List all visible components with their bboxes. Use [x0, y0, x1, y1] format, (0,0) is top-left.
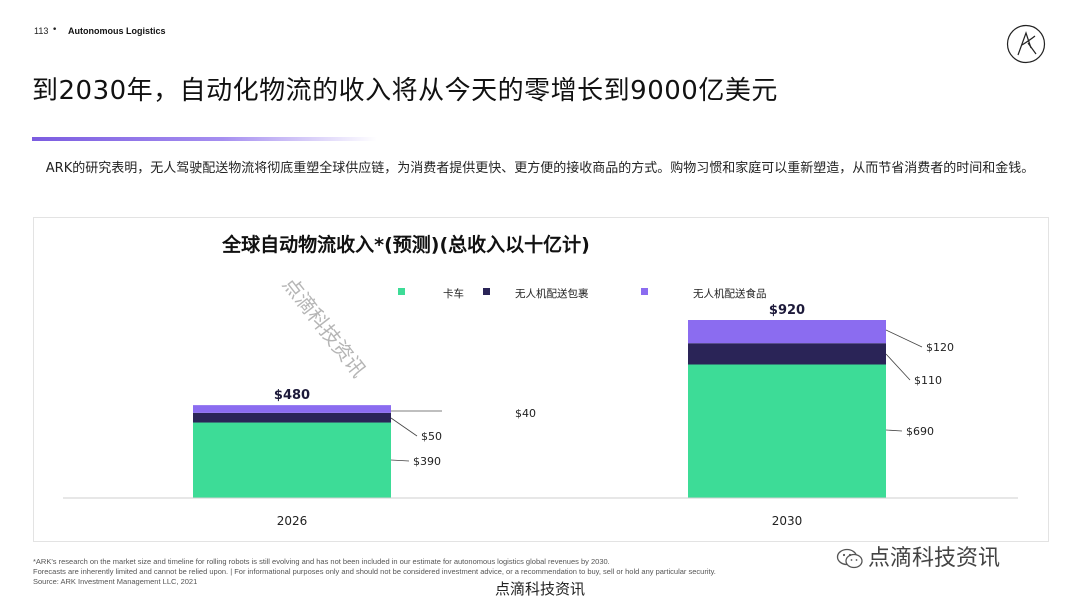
bar-2030-3 — [688, 320, 886, 344]
page-title: 到2030年，自动化物流的收入将从今天的零增长到9000亿美元 — [32, 76, 778, 106]
wechat-watermark-text: 点滴科技资讯 — [868, 546, 1001, 571]
bar-2030-2 — [688, 343, 886, 365]
data-label-2030-1: $690 — [906, 425, 934, 438]
legend-label-2: 无人机配送包裹 — [515, 287, 589, 300]
callout-line-2030-2 — [885, 353, 911, 381]
callout-line-2030-1 — [885, 429, 903, 432]
footnote-source: Source: ARK Investment Management LLC, 2… — [33, 577, 198, 586]
wechat-icon — [836, 548, 863, 569]
data-label-2030-3: $120 — [926, 341, 954, 354]
total-label-2026: $480 — [274, 388, 310, 403]
footnote-1: *ARK's research on the market size and t… — [33, 557, 610, 566]
category-label-2026: 2026 — [277, 514, 308, 528]
legend-swatch-2 — [483, 288, 490, 295]
bar-2026-3 — [193, 405, 391, 413]
chart-title: 全球自动物流收入*(预测)(总收入以十亿计) — [221, 233, 590, 256]
chart-frame — [33, 217, 1049, 542]
intro-text: ARK的研究表明，无人驾驶配送物流将彻底重塑全球供应链，为消费者提供更快、更方便… — [45, 161, 1035, 176]
wechat-watermark: 点滴科技资讯 — [836, 540, 1000, 572]
bar-2026-2 — [193, 412, 391, 423]
stacked-bar-chart: 全球自动物流收入*(预测)(总收入以十亿计) 卡车 无人机配送包裹 无人机配送食品 $4… — [63, 233, 1018, 528]
data-label-2026-1: $390 — [413, 455, 441, 468]
callout-line-2026-1 — [390, 459, 410, 462]
page-number: 113 — [34, 26, 49, 36]
legend-swatch-1 — [398, 288, 405, 295]
section-label: Autonomous Logistics — [68, 26, 166, 36]
callout-line-2030-3 — [885, 329, 923, 348]
data-label-2030-2: $110 — [914, 374, 942, 387]
callout-line-2026-2 — [390, 417, 418, 437]
total-label-2030: $920 — [769, 303, 805, 318]
legend-label-3: 无人机配送食品 — [693, 287, 767, 300]
header-separator: • — [52, 25, 58, 35]
data-label-2026-2: $50 — [421, 430, 442, 443]
bottom-watermark: 点滴科技资讯 — [494, 580, 585, 598]
category-label-2030: 2030 — [772, 514, 803, 528]
bar-2026-1 — [193, 422, 391, 498]
footnote-2: Forecasts are inherently limited and can… — [33, 567, 716, 576]
legend-swatch-3 — [641, 288, 648, 295]
title-underline — [32, 137, 377, 141]
bar-2030-1 — [688, 364, 886, 498]
ark-logo-icon — [1006, 24, 1046, 64]
legend-label-1: 卡车 — [443, 287, 464, 300]
data-label-2026-3: $40 — [515, 407, 536, 420]
